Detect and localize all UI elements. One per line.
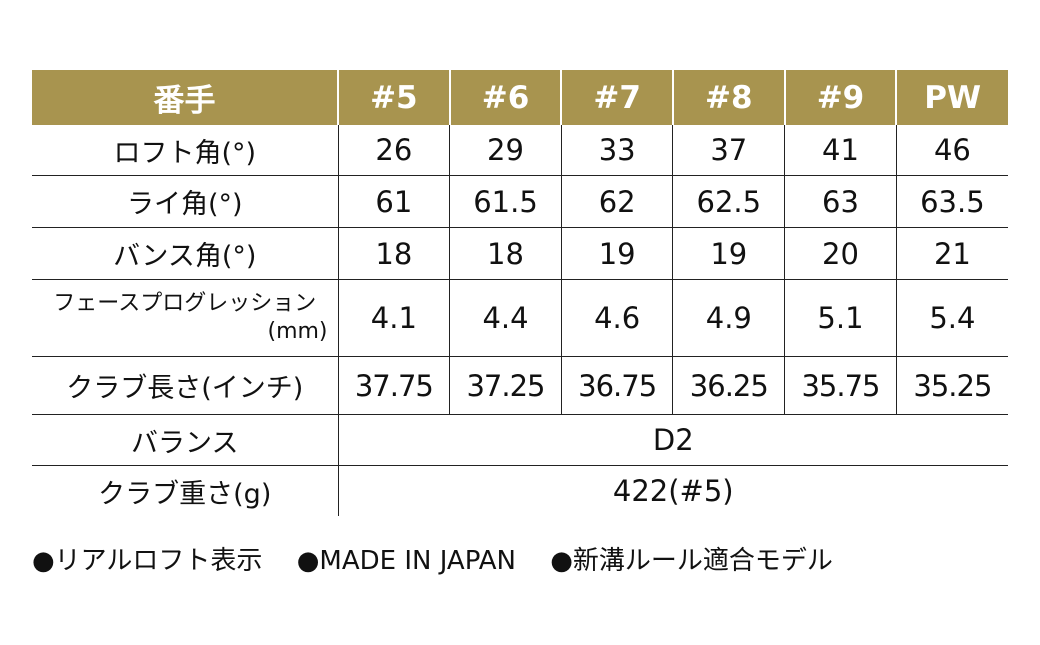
loft-value: 29 <box>449 125 562 176</box>
lie-value: 61.5 <box>449 175 562 228</box>
weight-label: クラブ重さ(g) <box>98 478 272 510</box>
balance-label: バランス <box>32 414 339 466</box>
loft-value: 37 <box>672 125 785 176</box>
face-progression-row: フェースプログレッション (mm) 4.1 4.4 4.6 4.9 5.1 5.… <box>32 279 1008 357</box>
loft-value: 46 <box>895 125 1008 176</box>
face-progression-label-line1: フェースプログレッション <box>53 291 317 316</box>
lie-label: ライ角(°) <box>32 175 339 228</box>
header-cell-7: #7 <box>560 70 673 125</box>
loft-value: 26 <box>337 125 450 176</box>
bounce-value: 19 <box>672 227 785 280</box>
length-label: クラブ長さ(インチ) <box>32 356 339 415</box>
face-progression-label: フェースプログレッション (mm) <box>32 279 339 357</box>
length-value: 36.75 <box>560 356 673 415</box>
bounce-value: 21 <box>895 227 1008 280</box>
header-row: 番手 #5 #6 #7 #8 #9 PW <box>32 70 1008 125</box>
loft-row: ロフト角(°) 26 29 33 37 41 46 <box>32 125 1008 176</box>
note-made-in-japan: ●MADE IN JAPAN <box>296 546 516 576</box>
face-progression-value: 5.1 <box>784 279 897 357</box>
bounce-label: バンス角(°) <box>32 227 339 280</box>
face-progression-value: 5.4 <box>895 279 1008 357</box>
face-progression-value: 4.1 <box>337 279 450 357</box>
bounce-value: 20 <box>784 227 897 280</box>
length-value: 37.75 <box>337 356 450 415</box>
balance-row: バランス D2 <box>32 414 1008 466</box>
bounce-value: 18 <box>449 227 562 280</box>
feature-notes: ●リアルロフト表示 ●MADE IN JAPAN ●新溝ルール適合モデル <box>32 540 859 577</box>
length-row: クラブ長さ(インチ) 37.75 37.25 36.75 36.25 35.75… <box>32 356 1008 415</box>
header-cell-pw: PW <box>895 70 1008 125</box>
face-progression-value: 4.9 <box>672 279 785 357</box>
face-progression-value: 4.6 <box>560 279 673 357</box>
header-cell-6: #6 <box>448 70 562 125</box>
header-cell-5: #5 <box>337 70 450 125</box>
loft-value: 33 <box>560 125 673 176</box>
face-progression-value: 4.4 <box>449 279 562 357</box>
lie-value: 63 <box>784 175 897 228</box>
face-progression-label-line2: (mm) <box>267 319 328 344</box>
length-value: 35.75 <box>784 356 897 415</box>
header-cell-9: #9 <box>783 70 897 125</box>
weight-row: クラブ重さ(g) 422(#5) <box>32 465 1008 516</box>
note-real-loft: ●リアルロフト表示 <box>32 546 263 576</box>
header-cell-8: #8 <box>671 70 785 125</box>
spec-table: 番手 #5 #6 #7 #8 #9 PW ロフト角(°) 26 29 33 37… <box>32 70 1008 516</box>
bounce-row: バンス角(°) 18 18 19 19 20 21 <box>32 227 1008 280</box>
bounce-value: 18 <box>337 227 450 280</box>
lie-value: 63.5 <box>895 175 1008 228</box>
length-value: 37.25 <box>449 356 562 415</box>
length-value: 36.25 <box>672 356 785 415</box>
lie-value: 62.5 <box>672 175 785 228</box>
balance-value: D2 <box>337 414 1008 466</box>
lie-row: ライ角(°) 61 61.5 62 62.5 63 63.5 <box>32 175 1008 228</box>
lie-value: 62 <box>560 175 673 228</box>
header-cell-number: 番手 <box>153 83 216 119</box>
note-groove-rule: ●新溝ルール適合モデル <box>550 546 833 576</box>
loft-value: 41 <box>784 125 897 176</box>
bounce-value: 19 <box>560 227 673 280</box>
loft-label: ロフト角(°) <box>32 125 339 176</box>
weight-value: 422(#5) <box>337 465 1008 516</box>
length-value: 35.25 <box>895 356 1008 415</box>
lie-value: 61 <box>337 175 450 228</box>
